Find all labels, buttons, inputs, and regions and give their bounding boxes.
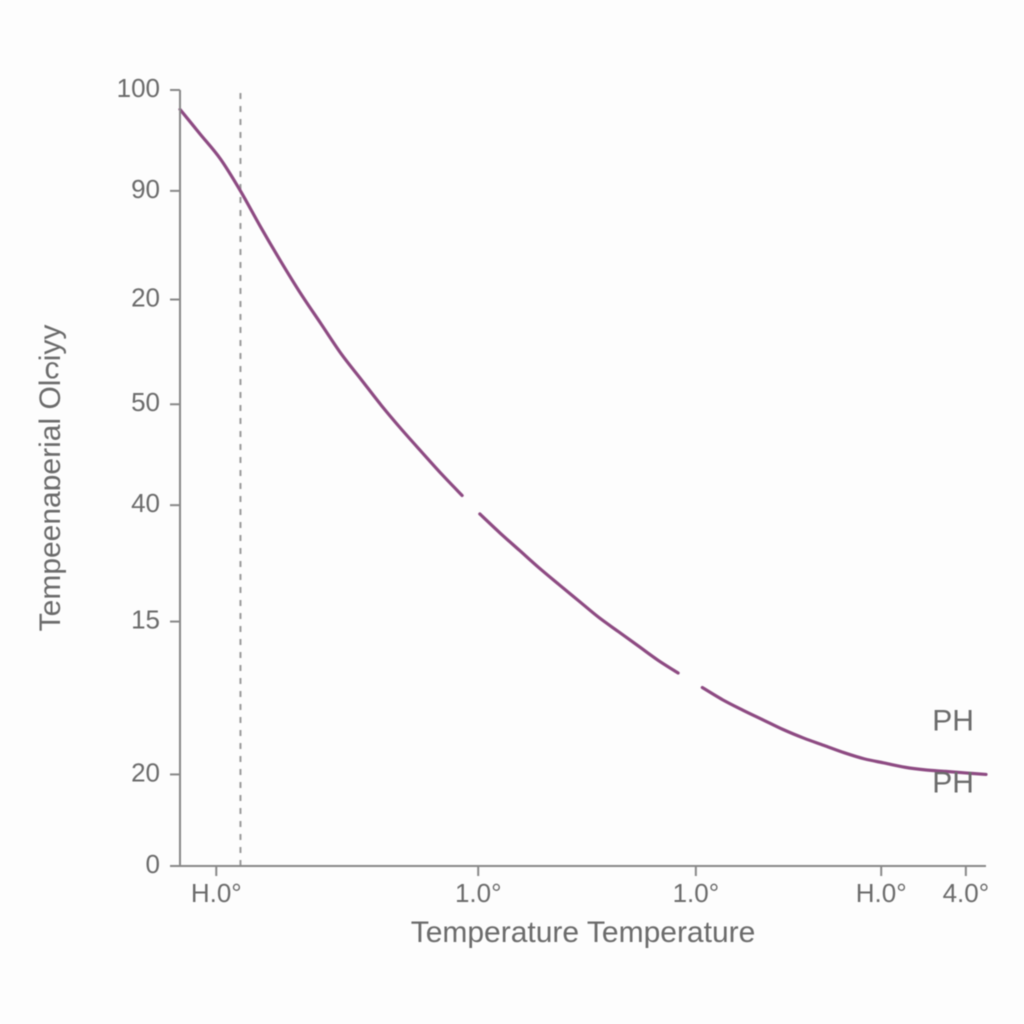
y-tick-label: 90 xyxy=(131,174,160,204)
y-tick-label: 0 xyxy=(146,849,160,879)
y-tick-label: 100 xyxy=(117,73,160,103)
x-tick-label: H.0° xyxy=(856,878,907,908)
x-tick-label: H.0° xyxy=(191,878,242,908)
x-tick-label: 1.0° xyxy=(673,878,720,908)
x-tick-label: 4.0° xyxy=(943,878,990,908)
x-tick-label: 1.0° xyxy=(455,878,502,908)
y-tick-label: 40 xyxy=(131,488,160,518)
y-tick-label: 15 xyxy=(131,604,160,634)
x-axis-title: Temperature Temperature xyxy=(411,916,756,949)
y-tick-label: 20 xyxy=(131,282,160,312)
chart-container: 0 20 15 40 50 20 90 100 H.0° 1.0° 1.0° H.0° 4.0° Temp… xyxy=(0,0,1024,1024)
y-tick-label: 50 xyxy=(131,387,160,417)
line-chart: 0 20 15 40 50 20 90 100 H.0° 1.0° 1.0° H.0° 4.0° Temp… xyxy=(0,0,1024,1024)
annotation-label: PH xyxy=(932,704,974,737)
annotation-label: PH xyxy=(932,766,974,799)
y-axis-title: Tempeenaɒerial Olᴒiyy xyxy=(34,325,67,632)
y-tick-label: 20 xyxy=(131,757,160,787)
